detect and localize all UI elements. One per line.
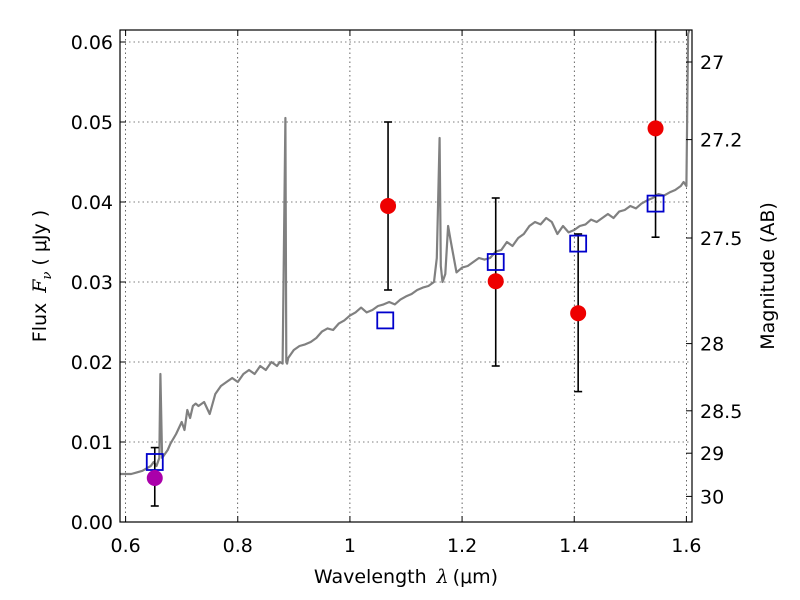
y-tick-label: 0.06 [71,32,113,54]
right-tick-label: 29 [700,443,724,465]
tick-marks [120,30,692,523]
y-tick-label: 0.04 [71,192,113,214]
y-axis-title: FluxFν( μJy ) [29,210,55,342]
right-tick-label: 30 [700,486,724,508]
x-tick-label: 1.2 [447,535,477,557]
observed-flux-point [487,273,504,290]
model-flux-square [376,311,395,330]
right-tick-label: 28.5 [700,401,742,423]
y-tick-label: 0.03 [71,272,113,294]
spectrum-layer [120,29,691,476]
right-tick-labels: 27 27.2 27.5 28 28.5 29 30 [700,52,742,508]
right-axis-title: Magnitude (AB) [757,202,779,350]
observed-flux-point [380,198,397,214]
y-tick-label: 0.02 [71,352,113,374]
y-tick-label: 0.05 [71,112,113,134]
plot-frame [119,29,693,523]
x-tick-labels: 0.6 0.8 1 1.2 1.4 1.6 [110,535,701,557]
right-tick-label: 27.5 [700,228,742,250]
right-tick-label: 27 [700,52,724,74]
observed-flux-point [570,305,587,322]
right-tick-label: 27.2 [700,130,742,152]
marker-layer [145,120,665,486]
x-tick-label: 1.4 [559,535,589,557]
model-flux-square [646,194,665,213]
model-spectrum-line [120,29,691,476]
observed-flux-point [647,120,664,137]
grid-lines [120,30,692,522]
y-tick-label: 0.01 [71,432,113,454]
y-tick-labels: 0.00 0.01 0.02 0.03 0.04 0.05 0.06 [71,32,113,534]
plot-background [120,30,692,522]
x-tick-label: 0.8 [223,535,253,557]
model-flux-square [569,234,588,253]
right-tick-label: 28 [700,334,724,356]
observed-flux-point [146,470,163,486]
y-tick-label: 0.00 [71,512,113,534]
x-tick-label: 1.6 [671,535,701,557]
model-flux-square [486,253,505,271]
x-tick-label: 1 [344,535,356,557]
x-tick-label: 0.6 [110,535,140,557]
x-axis-title: Wavelength λ (μm) [314,566,498,588]
